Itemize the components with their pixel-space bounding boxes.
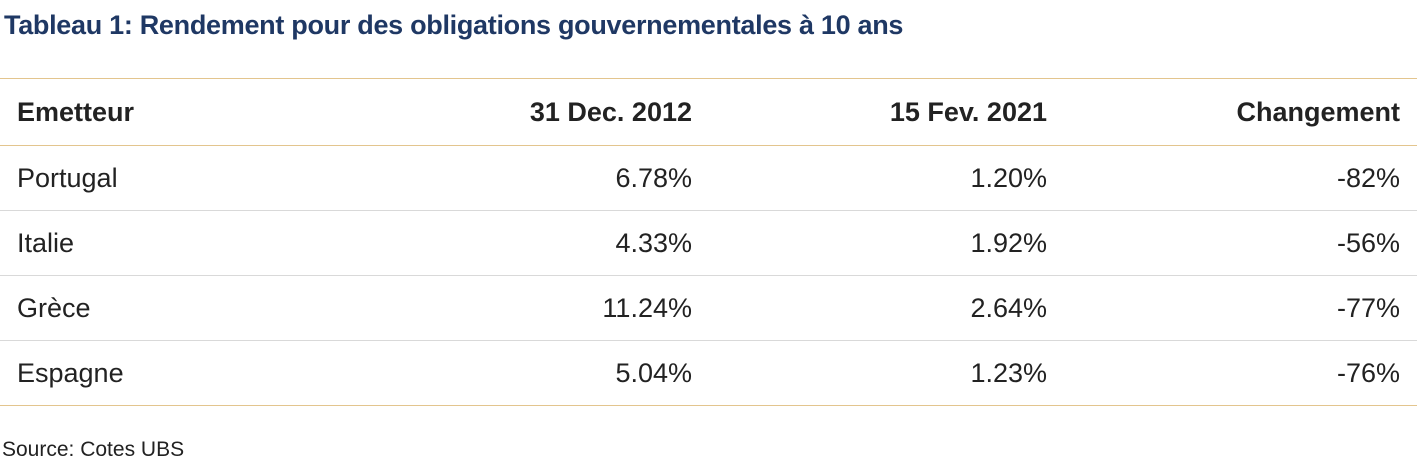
table-row: Espagne 5.04% 1.23% -76%: [0, 341, 1417, 405]
issuer-cell: Espagne: [17, 357, 124, 388]
yield-2012-cell: 6.78%: [615, 162, 692, 193]
column-header-date-2021: 15 Fev. 2021: [889, 96, 1047, 127]
source-note: Source: Cotes UBS: [2, 438, 185, 461]
table-row: Grèce 11.24% 2.64% -77%: [0, 276, 1417, 341]
yield-2021-cell: 1.23%: [970, 357, 1047, 388]
change-cell: -56%: [1336, 227, 1400, 258]
yield-2012-cell: 4.33%: [615, 227, 692, 258]
table-title: Tableau 1: Rendement pour des obligation…: [4, 10, 904, 40]
table-header-row: Emetteur 31 Dec. 2012 15 Fev. 2021 Chang…: [0, 79, 1417, 146]
change-cell: -76%: [1336, 357, 1400, 388]
yield-2021-cell: 1.92%: [970, 227, 1047, 258]
column-header-issuer: Emetteur: [17, 96, 135, 127]
issuer-cell: Portugal: [17, 162, 118, 193]
issuer-cell: Italie: [17, 227, 75, 258]
yield-2012-cell: 11.24%: [602, 292, 692, 323]
yield-2012-cell: 5.04%: [615, 357, 692, 388]
yield-table: Emetteur 31 Dec. 2012 15 Fev. 2021 Chang…: [0, 78, 1417, 406]
change-cell: -77%: [1336, 292, 1400, 323]
yield-2021-cell: 2.64%: [970, 292, 1047, 323]
yield-2021-cell: 1.20%: [970, 162, 1047, 193]
change-cell: -82%: [1336, 162, 1400, 193]
issuer-cell: Grèce: [17, 292, 91, 323]
table-row: Italie 4.33% 1.92% -56%: [0, 211, 1417, 276]
column-header-date-2012: 31 Dec. 2012: [529, 96, 692, 127]
column-header-change: Changement: [1236, 96, 1400, 127]
table-row: Portugal 6.78% 1.20% -82%: [0, 146, 1417, 211]
